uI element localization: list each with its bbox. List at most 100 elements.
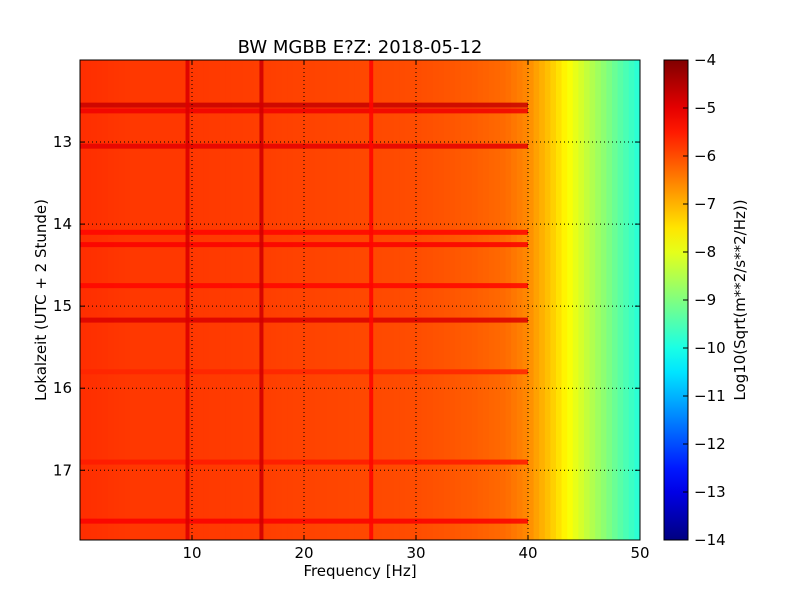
heatmap-column [550,60,557,540]
heatmap-column [225,60,232,540]
heatmap-column [516,60,523,540]
heatmap-band [80,108,528,114]
colorbar-tick-label: −9 [694,291,716,309]
plot-frame [79,59,641,541]
heatmap-column [130,60,137,540]
heatmap-column [466,60,473,540]
colorbar-tick-label: −8 [694,243,716,261]
heatmap-column [382,60,389,540]
y-tick-label: 16 [53,379,72,397]
heatmap-column [343,60,350,540]
heatmap-column [337,60,344,540]
heatmap-band [80,102,528,108]
heatmap-column [113,60,120,540]
heatmap-column [438,60,445,540]
heatmap-cells [80,60,640,540]
heatmap-column [617,60,624,540]
grid-lines [80,60,640,540]
heatmap-column [315,60,322,540]
heatmap-column [203,60,210,540]
heatmap-band [80,518,528,524]
x-tick-label: 10 [182,544,201,562]
heatmap-column [460,60,467,540]
heatmap-column [80,60,87,540]
heatmap-column [220,60,227,540]
heatmap-column [214,60,221,540]
colorbar-ticks: −4 −5 −6 −7 −8 −9 −10 −11 −12 −13 −14 [683,51,726,549]
heatmap-column [634,60,640,540]
y-tick-label: 13 [53,133,72,151]
heatmap-column [231,60,238,540]
heatmap-column [623,60,630,540]
heatmap-column [488,60,495,540]
heatmap-column [421,60,428,540]
y-axis-label: Lokalzeit (UTC + 2 Stunde) [32,199,50,401]
heatmap-column [416,60,423,540]
heatmap-column [500,60,507,540]
colorbar-tick-label: −10 [694,339,726,357]
heatmap-column [628,60,635,540]
x-axis-label: Frequency [Hz] [303,562,416,580]
heatmap-column [522,60,529,540]
x-tick-label: 40 [518,544,537,562]
heatmap-column [477,60,484,540]
heatmap-band [80,283,528,289]
colorbar-tick-label: −5 [694,99,716,117]
colorbar-tick-label: −6 [694,147,716,165]
heatmap-column [589,60,596,540]
heatmap-column [281,60,288,540]
heatmap-column [472,60,479,540]
heatmap-peak-line [259,60,264,540]
heatmap-column [192,60,199,540]
heatmap-column [169,60,176,540]
heatmap-column [236,60,243,540]
heatmap-column [102,60,109,540]
heatmap-column [393,60,400,540]
heatmap-column [248,60,255,540]
heatmap-column [124,60,131,540]
heatmap-peak-line [185,60,190,540]
heatmap-column [494,60,501,540]
heatmap-column [399,60,406,540]
heatmap-column [270,60,277,540]
heatmap-column [388,60,395,540]
heatmap-column [326,60,333,540]
x-tick-label: 50 [630,544,649,562]
heatmap-column [600,60,607,540]
heatmap-column [354,60,361,540]
heatmap-column [91,60,98,540]
heatmap-column [567,60,574,540]
chart-title: BW MGBB E?Z: 2018-05-12 [238,37,483,58]
heatmap-band [80,369,528,375]
heatmap-column [152,60,159,540]
heatmap-column [578,60,585,540]
heatmap-column [320,60,327,540]
heatmap-column [197,60,204,540]
heatmap-column [292,60,299,540]
heatmap-column [298,60,305,540]
heatmap-column [119,60,126,540]
colorbar-tick-label: −11 [694,387,726,405]
heatmap-column [528,60,535,540]
heatmap-column [410,60,417,540]
heatmap-column [85,60,92,540]
colorbar-tick-label: −4 [694,51,716,69]
heatmap-column [606,60,613,540]
colorbar-tick-label: −7 [694,195,716,213]
heatmap-column [304,60,311,540]
heatmap-column [287,60,294,540]
heatmap-column [404,60,411,540]
colorbar-tick-label: −12 [694,435,726,453]
y-tick-label: 17 [53,461,72,479]
x-axis-ticks: 10 20 30 40 50 [182,60,650,562]
heatmap-column [561,60,568,540]
heatmap-column [376,60,383,540]
heatmap-column [242,60,249,540]
heatmap-column [612,60,619,540]
heatmap-column [164,60,171,540]
y-tick-label: 14 [53,215,72,233]
heatmap-column [208,60,215,540]
heatmap-column [141,60,148,540]
heatmap-column [158,60,165,540]
